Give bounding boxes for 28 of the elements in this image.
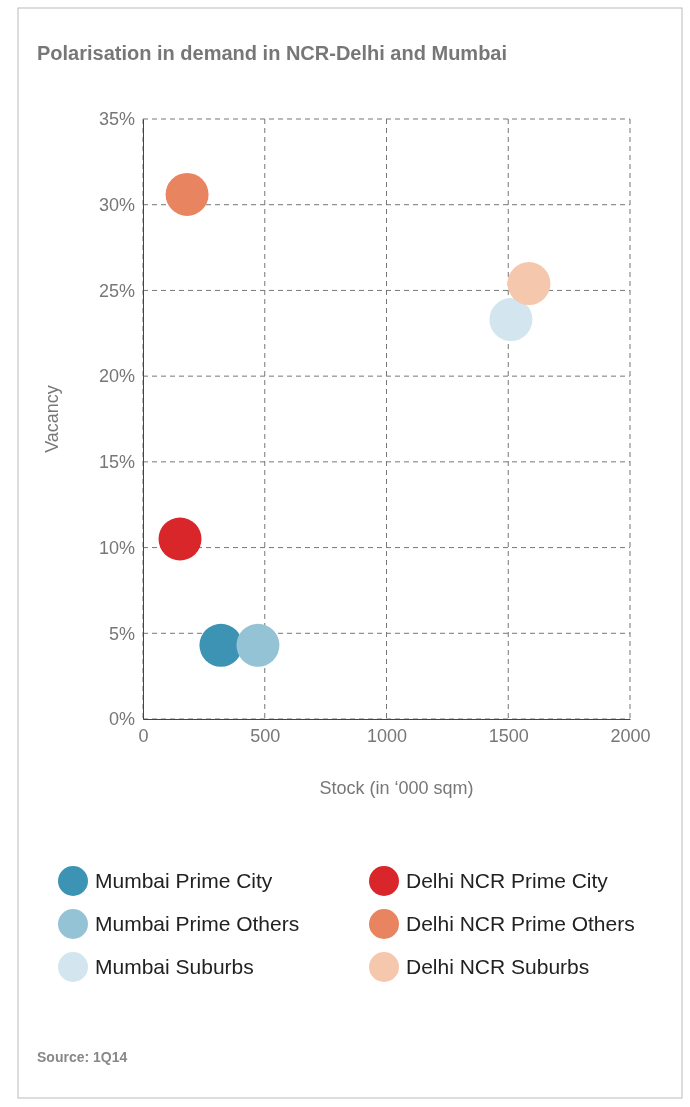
point bbox=[158, 517, 202, 561]
source-note: Source: 1Q14 bbox=[37, 1049, 128, 1065]
y-tick-label: 25% bbox=[98, 280, 135, 301]
x-tick-label: 0 bbox=[138, 725, 149, 746]
point bbox=[507, 262, 551, 306]
legend-label: Delhi NCR Prime Others bbox=[406, 912, 635, 935]
legend-label: Mumbai Prime City bbox=[95, 869, 273, 892]
y-tick-label: 10% bbox=[98, 537, 135, 558]
x-tick-label: 1000 bbox=[366, 725, 408, 746]
y-tick-label: 5% bbox=[108, 623, 135, 644]
point bbox=[236, 623, 280, 667]
y-tick-label: 35% bbox=[98, 109, 135, 130]
y-tick-label: 15% bbox=[98, 452, 135, 473]
x-tick-label: 2000 bbox=[610, 725, 651, 746]
y-tick-label: 0% bbox=[108, 709, 135, 730]
legend-label: Delhi NCR Suburbs bbox=[406, 955, 590, 978]
chart-title: Polarisation in demand in NCR-Delhi and Mumbai bbox=[37, 42, 508, 64]
point bbox=[489, 298, 533, 342]
x-tick-label: 1500 bbox=[488, 725, 529, 746]
x-tick-label: 500 bbox=[250, 725, 281, 746]
legend-label: Mumbai Suburbs bbox=[95, 955, 254, 978]
y-tick-label: 30% bbox=[98, 194, 135, 215]
y-tick-label: 20% bbox=[98, 366, 135, 387]
x-axis-title: Stock (in ‘000 sqm) bbox=[319, 778, 474, 798]
legend-label: Mumbai Prime Others bbox=[95, 912, 300, 935]
y-axis-title: Vacancy bbox=[42, 385, 62, 453]
point bbox=[165, 172, 209, 216]
legend-label: Delhi NCR Prime City bbox=[406, 869, 609, 892]
